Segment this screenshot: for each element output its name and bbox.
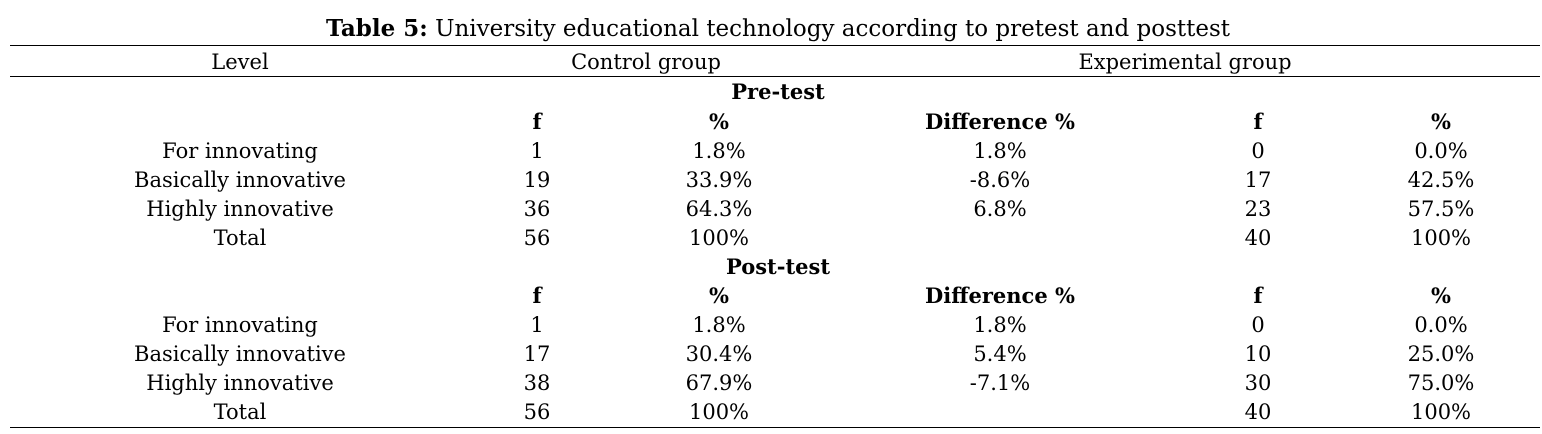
top-rule [10, 45, 1540, 46]
header-level: Level [211, 50, 269, 74]
caption-label: Table 5: [325, 15, 428, 42]
table-cell: 6.8% [973, 197, 1027, 221]
table-cell: 1 [530, 139, 544, 163]
table-cell: 100% [1410, 226, 1472, 250]
table-cell: -7.1% [969, 371, 1031, 395]
table-row-level: Total [213, 226, 267, 250]
table-caption: Table 5: University educational technolo… [0, 14, 1542, 44]
section-title-posttest: Post-test [725, 254, 831, 279]
table-cell: 0.0% [1414, 313, 1468, 337]
section-title-pretest: Pre-test [731, 79, 825, 104]
table-row-level: Basically innovative [134, 168, 346, 192]
subheader-control-pct: % [709, 109, 729, 134]
table-cell: 0 [1251, 139, 1265, 163]
subheader-experimental-pct: % [1431, 283, 1451, 308]
table-cell: 0 [1251, 313, 1265, 337]
table-cell: 1.8% [973, 313, 1027, 337]
table-cell: 67.9% [685, 371, 753, 395]
table-cell: 36 [523, 197, 551, 221]
table-cell: 40 [1244, 400, 1272, 424]
table-cell: 1.8% [973, 139, 1027, 163]
table-cell: 1.8% [692, 139, 746, 163]
subheader-experimental-f: f [1253, 283, 1263, 308]
table-cell: 33.9% [685, 168, 753, 192]
header-control-group: Control group [571, 50, 721, 74]
table-cell: 17 [1244, 168, 1272, 192]
table-row-level: Highly innovative [146, 371, 334, 395]
table-cell: 100% [1410, 400, 1472, 424]
subheader-difference: Difference % [925, 109, 1075, 134]
table-cell: 1 [530, 313, 544, 337]
table-row-level: Basically innovative [134, 342, 346, 366]
table-cell: 1.8% [692, 313, 746, 337]
table-cell: 5.4% [973, 342, 1027, 366]
header-rule [10, 76, 1540, 77]
table-row-level: For innovating [162, 139, 318, 163]
subheader-experimental-pct: % [1431, 109, 1451, 134]
table-cell: 25.0% [1407, 342, 1475, 366]
table-cell: 23 [1244, 197, 1272, 221]
header-experimental-group: Experimental group [1078, 50, 1292, 74]
table-cell: 56 [523, 400, 551, 424]
table-cell: -8.6% [969, 168, 1031, 192]
bottom-rule [10, 427, 1540, 428]
subheader-control-pct: % [709, 283, 729, 308]
subheader-control-f: f [532, 283, 542, 308]
subheader-difference: Difference % [925, 283, 1075, 308]
table-cell: 75.0% [1407, 371, 1475, 395]
subheader-experimental-f: f [1253, 109, 1263, 134]
table-row-level: Highly innovative [146, 197, 334, 221]
caption-text: University educational technology accord… [427, 16, 1231, 42]
table-row-level: Total [213, 400, 267, 424]
subheader-control-f: f [532, 109, 542, 134]
table-cell: 17 [523, 342, 551, 366]
table-cell: 57.5% [1407, 197, 1475, 221]
table-cell: 10 [1244, 342, 1272, 366]
table-cell: 64.3% [685, 197, 753, 221]
table-cell: 100% [688, 400, 750, 424]
table-cell: 30.4% [685, 342, 753, 366]
table-cell: 19 [523, 168, 551, 192]
table-cell: 100% [688, 226, 750, 250]
table-cell: 40 [1244, 226, 1272, 250]
table-cell: 42.5% [1407, 168, 1475, 192]
table-cell: 30 [1244, 371, 1272, 395]
table-cell: 0.0% [1414, 139, 1468, 163]
table-row-level: For innovating [162, 313, 318, 337]
table-cell: 38 [523, 371, 551, 395]
table-cell: 56 [523, 226, 551, 250]
